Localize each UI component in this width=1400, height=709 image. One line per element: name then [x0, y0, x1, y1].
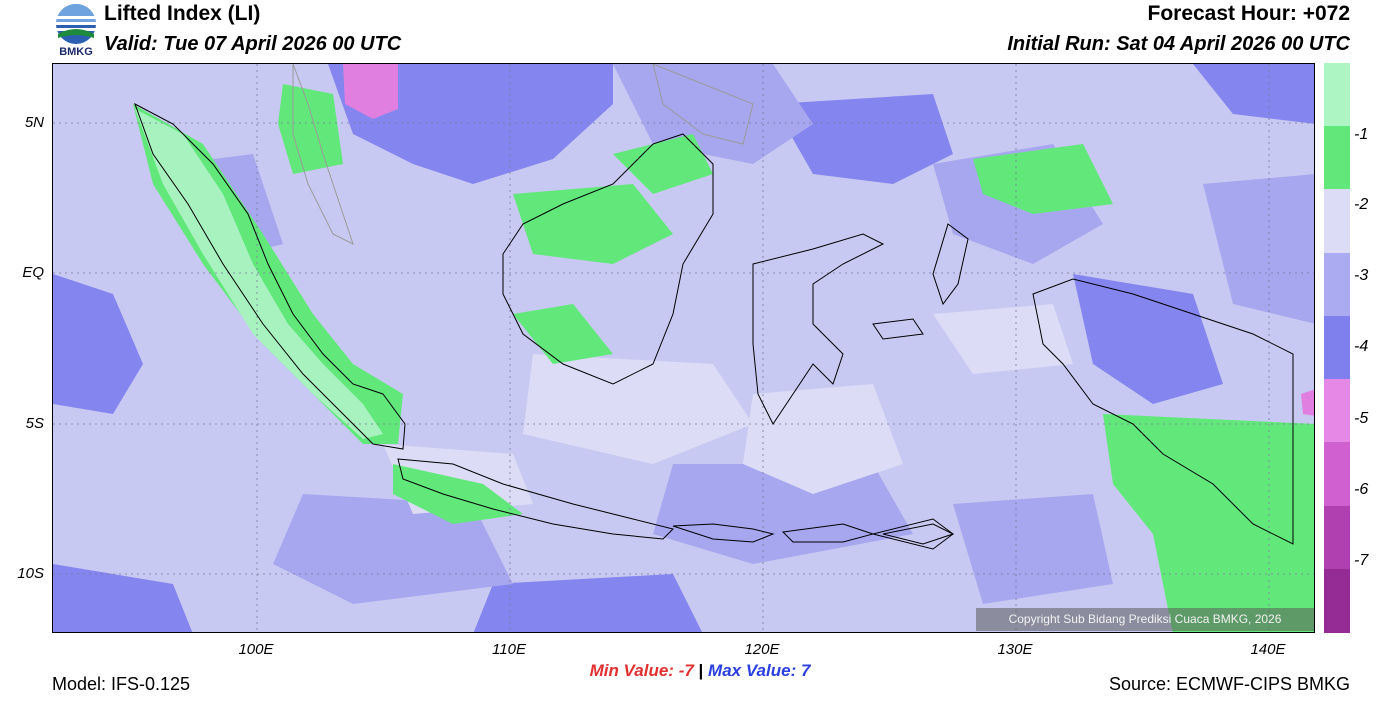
colorbar-segment — [1324, 189, 1350, 254]
model-name: Model: IFS-0.125 — [52, 674, 191, 694]
colorbar-segment — [1324, 315, 1350, 380]
colorbar-segment — [1324, 63, 1350, 127]
colorbar-label-5: -5 — [1354, 410, 1369, 427]
colorbar-segment — [1324, 568, 1350, 633]
colorbar-segment — [1324, 126, 1350, 191]
bmkg-logo: BMKG — [52, 2, 100, 60]
colorbar-segment — [1324, 505, 1350, 570]
valid-time: Valid: Tue 07 April 2026 00 UTC — [104, 33, 402, 55]
ytick-eq: EQ — [22, 264, 44, 281]
initial-run: Initial Run: Sat 04 April 2026 00 UTC — [1007, 33, 1350, 55]
map-canvas — [53, 64, 1314, 632]
xtick-110e: 110E — [492, 641, 526, 658]
field-li-minus2 — [383, 304, 1073, 514]
colorbar-label-4: -4 — [1354, 338, 1369, 355]
field-li-minus4 — [53, 64, 1314, 632]
colorbar — [1324, 63, 1350, 633]
xtick-120e: 120E — [744, 641, 780, 658]
field-li-minus5 — [343, 64, 398, 119]
logo-label: BMKG — [59, 46, 93, 58]
coastlines — [134, 64, 1294, 550]
lifted-index-map — [52, 63, 1315, 633]
xtick-140e: 140E — [1250, 641, 1286, 658]
bmkg-logo-icon — [56, 4, 96, 44]
copyright-notice: Copyright Sub Bidang Prediksi Cuaca BMKG… — [976, 608, 1314, 631]
colorbar-segment — [1324, 252, 1350, 317]
min-max-separator: | — [698, 661, 704, 680]
chart-title: Lifted Index (LI) — [104, 2, 261, 25]
ytick-10s: 10S — [17, 565, 44, 582]
colorbar-label-2: -2 — [1354, 196, 1369, 213]
min-max-values: Min Value: -7 | Max Value: 7 — [0, 661, 1400, 681]
ytick-5n: 5N — [24, 114, 44, 131]
data-source: Source: ECMWF-CIPS BMKG — [1108, 674, 1350, 694]
min-value: -7 — [678, 661, 694, 680]
grid-lines — [53, 64, 1314, 632]
field-li-0 — [135, 109, 383, 439]
colorbar-label-3: -3 — [1354, 267, 1369, 284]
colorbar-label-6: -6 — [1354, 481, 1369, 498]
xtick-130e: 130E — [997, 641, 1033, 658]
min-label: Min Value: — [589, 661, 674, 680]
ytick-5s: 5S — [25, 415, 44, 432]
field-li-minus5-east — [1301, 389, 1314, 416]
colorbar-segment — [1324, 379, 1350, 444]
max-label: Max Value: — [708, 661, 797, 680]
forecast-hour: Forecast Hour: +072 — [1147, 2, 1351, 25]
max-value: 7 — [800, 661, 811, 680]
colorbar-segment — [1324, 442, 1350, 507]
xtick-100e: 100E — [238, 641, 274, 658]
colorbar-label-1: -1 — [1354, 126, 1369, 143]
colorbar-label-7: -7 — [1354, 552, 1369, 569]
